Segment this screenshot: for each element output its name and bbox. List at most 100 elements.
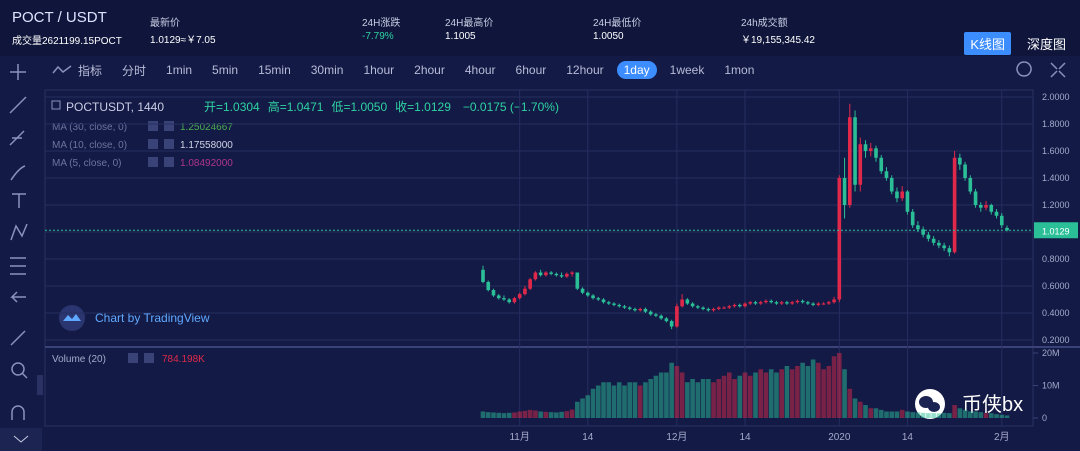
interval[interactable]: 2hour (414, 63, 445, 77)
volume-bar (595, 385, 601, 418)
candle-body (905, 191, 910, 212)
candle-body (627, 307, 632, 309)
interval[interactable]: 12hour (566, 63, 604, 77)
ohlc: 收=1.0129 (395, 100, 451, 114)
volume-bar (742, 372, 748, 418)
volume-bar (658, 372, 664, 418)
candle-body (732, 304, 737, 307)
tv-logo (59, 305, 85, 331)
candle-body (758, 302, 763, 304)
interval[interactable]: 4hour (464, 63, 496, 77)
candle-body (706, 308, 711, 311)
candle-body (617, 304, 622, 307)
ma-name: MA (10, close, 0) (52, 140, 127, 151)
volume-bar (952, 405, 957, 418)
tool-toggle[interactable] (0, 428, 42, 451)
stat-value: 1.0129≈￥7.05 (150, 35, 216, 46)
volume-button (128, 353, 138, 363)
volume-bar (784, 366, 790, 418)
interval[interactable]: 1week (669, 63, 705, 77)
candle-body (722, 307, 726, 309)
candle-body (968, 178, 973, 192)
candle-body (884, 171, 889, 178)
volume-bar (601, 382, 606, 418)
candle-body (664, 318, 669, 322)
candle-body (827, 302, 831, 304)
volume-bar (747, 375, 753, 418)
volume-bar (763, 372, 769, 418)
y2-tick-label: 20M (1042, 348, 1060, 358)
volume-bar (585, 395, 591, 418)
candle-body (937, 242, 941, 246)
volume-bar (915, 412, 921, 418)
volume-bar (737, 375, 743, 418)
candle-body (973, 191, 978, 205)
interval[interactable]: 5min (212, 63, 239, 77)
candle-body (769, 300, 773, 303)
legend-toggle (51, 100, 61, 110)
ma-name: MA (5, close, 0) (52, 158, 121, 169)
volume-bar (978, 412, 984, 418)
candle-body (675, 306, 679, 327)
volume-title: Volume (20) (52, 354, 106, 365)
candle-body (900, 191, 904, 199)
volume-bar (653, 375, 659, 418)
interval[interactable]: 30min (310, 63, 344, 77)
candle-body (963, 164, 967, 178)
indicators[interactable]: 指标 (78, 63, 103, 78)
candle-body (848, 117, 852, 205)
volume-last: 784.198K (162, 354, 205, 365)
volume-bar (543, 411, 549, 418)
volume-bar (968, 411, 973, 418)
collapse-handle[interactable] (37, 375, 43, 395)
toolbar: 指标 分时 1min 5min 15min 30min 1hour 2hour 4hour 6h… (52, 60, 761, 80)
y-tick-label: 0.4000 (1042, 308, 1070, 318)
interval[interactable]: 15min (258, 63, 291, 77)
interval[interactable]: 1hour (363, 63, 395, 77)
candle-body (832, 299, 836, 303)
candle-body (795, 300, 800, 303)
volume-bar (554, 412, 559, 418)
x-tick-label: 14 (902, 432, 914, 443)
volume: 成交量2621199.15POCT (12, 36, 122, 47)
y-tick-label: 0.8000 (1042, 254, 1070, 264)
interval[interactable]: 1mon (724, 63, 755, 77)
volume-bar (637, 385, 643, 418)
volume-bar (501, 413, 507, 418)
candle-body (942, 245, 946, 249)
interval[interactable]: 分时 (122, 63, 147, 78)
volume-bar (889, 411, 895, 418)
volume-bar (994, 414, 999, 418)
interval[interactable]: 1min (166, 63, 193, 77)
candle-body (549, 272, 553, 274)
candle-body (837, 178, 842, 300)
volume-bar (947, 413, 952, 418)
candle-body (931, 238, 936, 243)
volume-bar (831, 356, 837, 418)
ma-button (148, 121, 158, 131)
tab[interactable]: 深度图 (1026, 37, 1066, 52)
y-tick-label: 0.2000 (1042, 335, 1070, 345)
candle-body (575, 272, 580, 289)
candle-body (764, 300, 768, 303)
interval[interactable]: 6hour (515, 63, 547, 77)
volume-bar (847, 388, 853, 418)
volume-bar (685, 382, 690, 418)
candle-body (512, 298, 517, 303)
candle-body (727, 306, 732, 308)
ma-value: 1.25024667 (180, 122, 233, 133)
candle-body (669, 321, 674, 327)
plot-frame (44, 89, 1034, 427)
volume-bar (920, 412, 926, 418)
volume-bar (1004, 415, 1010, 418)
interval[interactable]: 1day (616, 61, 657, 79)
volume-bar (810, 359, 816, 418)
candle-body (496, 295, 501, 299)
volume-bar (580, 398, 585, 418)
candle-body (748, 302, 753, 304)
volume-bar (826, 366, 832, 418)
volume-bar (884, 411, 889, 418)
ma-button (148, 157, 158, 167)
tab[interactable]: K线图 (964, 32, 1011, 55)
